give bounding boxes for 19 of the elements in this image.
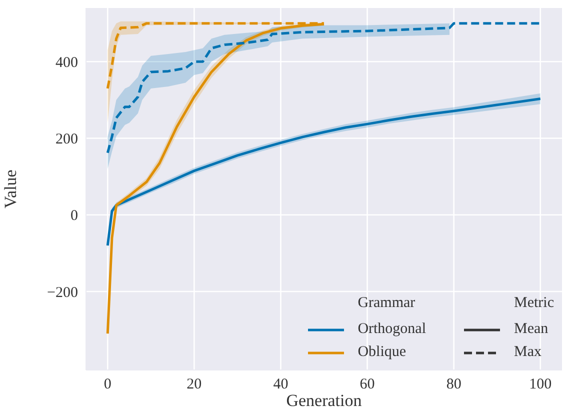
annotation: Metric bbox=[513, 295, 554, 313]
x-tick-label: 0 bbox=[104, 376, 112, 393]
x-tick-label: 100 bbox=[529, 376, 552, 393]
y-tick-label: −200 bbox=[47, 284, 78, 301]
x-tick-label: 80 bbox=[446, 376, 462, 393]
x-tick-label: 20 bbox=[186, 376, 202, 393]
y-tick-label: 200 bbox=[56, 132, 78, 148]
y-axis-title: Value bbox=[1, 170, 20, 208]
y-tick-label: 0 bbox=[70, 208, 78, 224]
legend-label: Orthogonal bbox=[358, 321, 426, 338]
line-series bbox=[106, 22, 542, 154]
x-tick-label: 40 bbox=[273, 376, 288, 393]
annotation: Max bbox=[514, 344, 542, 361]
legend-title: Grammar bbox=[356, 295, 416, 313]
annotation: Mean bbox=[514, 321, 548, 338]
legend-label: Oblique bbox=[358, 344, 406, 361]
y-tick-label: 400 bbox=[56, 54, 78, 71]
x-axis-title: Generation bbox=[286, 391, 362, 410]
x-tick-label: 60 bbox=[360, 376, 375, 393]
